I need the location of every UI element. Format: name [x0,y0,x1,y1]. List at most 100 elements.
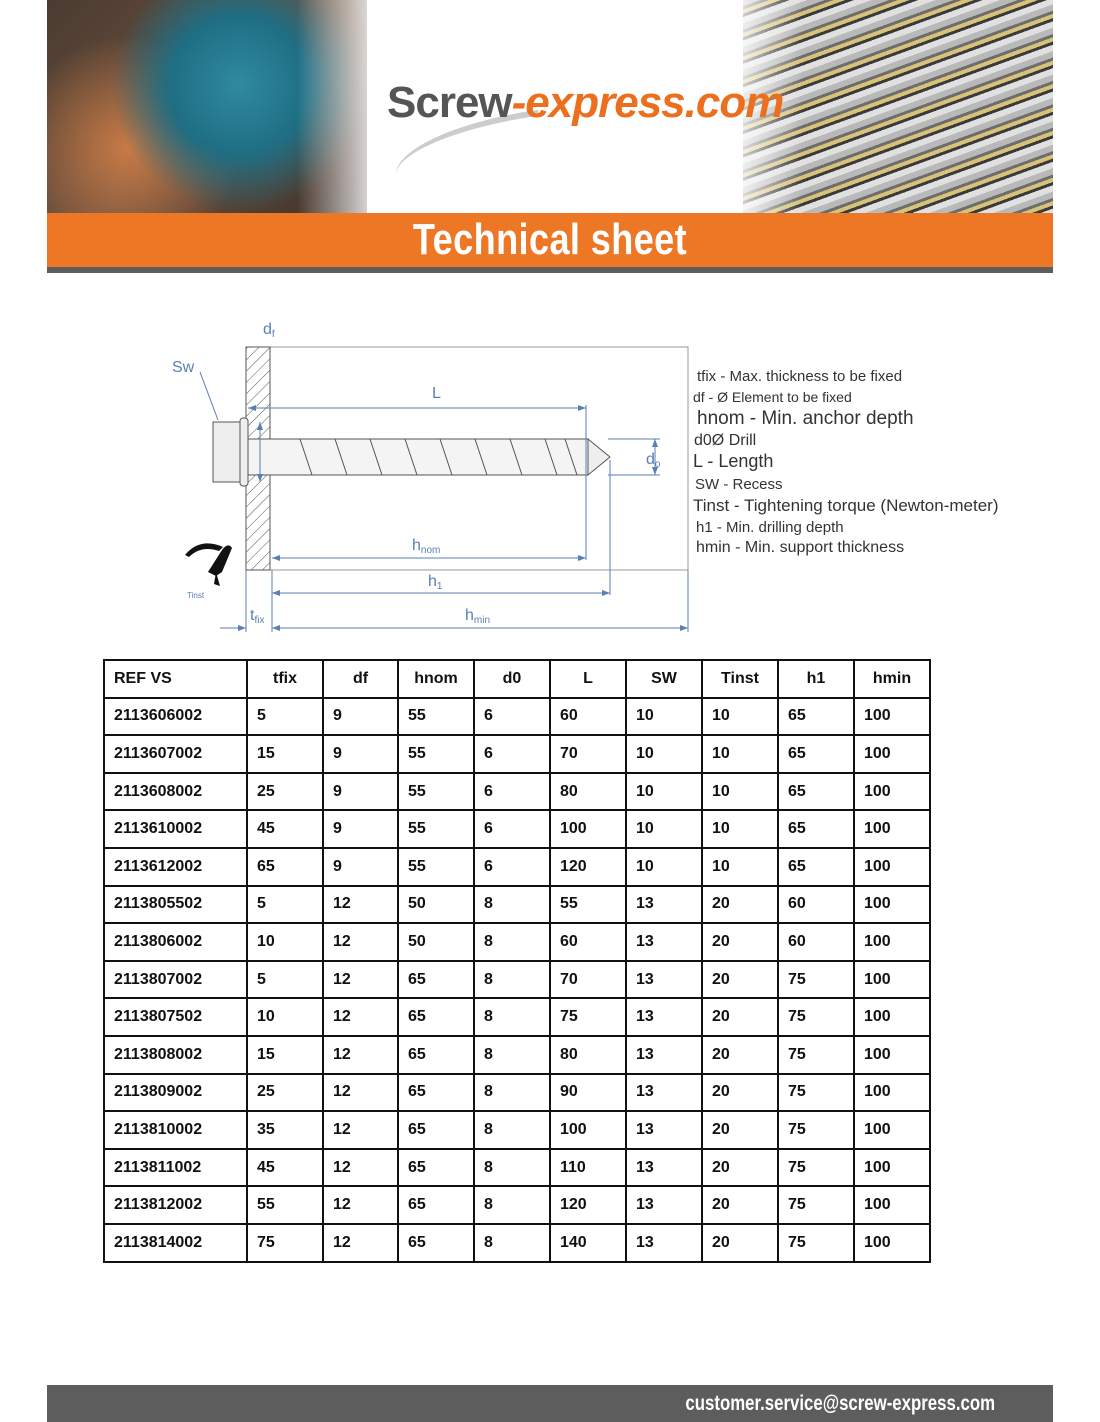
table-cell: 10 [625,734,703,774]
table-row: 2113608002 25 9 55 6 80 10 10 65 100 [103,771,931,812]
table-cell: 13 [625,884,703,925]
table-cell: 12 [322,1185,399,1225]
table-cell: 12 [322,959,399,1000]
table-cell: 2113807502 [103,997,248,1037]
table-cell: 10 [246,922,324,962]
table-row: 2113809002 25 12 65 8 90 13 20 75 100 [103,1072,931,1113]
table-row: 2113808002 15 12 65 8 80 13 20 75 100 [103,1034,931,1075]
table-cell: 75 [777,1034,855,1075]
table-cell: 75 [549,997,627,1037]
table-cell: 2113808002 [103,1034,248,1075]
table-cell: 50 [397,922,475,962]
table-cell: 100 [853,771,931,812]
table-row: 2113807002 5 12 65 8 70 13 20 75 100 [103,959,931,1000]
logo[interactable]: Screw-express.com [387,78,784,127]
table-cell: 5 [246,959,324,1000]
table-cell: 65 [397,959,475,1000]
table-cell: 70 [549,734,627,774]
table-cell: 55 [397,771,475,812]
table-cell: 75 [246,1222,324,1263]
table-cell: 8 [473,1185,551,1225]
table-cell: 75 [777,1147,855,1188]
header-banner: Screw-express.com [47,0,1053,213]
table-cell: 13 [625,1034,703,1075]
table-cell: 20 [701,884,779,925]
column-header: h1 [777,659,855,699]
column-header: tfix [246,659,324,699]
label-df: df [263,321,275,340]
table-cell: 9 [322,696,399,737]
table-cell: 90 [549,1072,627,1113]
table-cell: 2113814002 [103,1222,248,1263]
table-row: 2113607002 15 9 55 6 70 10 10 65 100 [103,734,931,774]
table-cell: 65 [397,1147,475,1188]
table-cell: 8 [473,959,551,1000]
torque-wrench-icon [185,543,232,586]
label-tfix: tfix [250,607,264,626]
table-cell: 55 [246,1185,324,1225]
table-row: 2113612002 65 9 55 6 120 10 10 65 100 [103,846,931,887]
table-header-row: REF VS tfix df hnom d0 L SW Tinst h1 hmin [103,659,931,699]
table-cell: 6 [473,696,551,737]
column-header: df [322,659,399,699]
table-cell: 110 [549,1147,627,1188]
legend-item: hmin - Min. support thickness [696,539,905,556]
table-cell: 25 [246,771,324,812]
table-cell: 2113811002 [103,1147,248,1188]
table-cell: 120 [549,1185,627,1225]
page-title: Technical sheet [412,215,688,264]
table-row: 2113811002 45 12 65 8 110 13 20 75 100 [103,1147,931,1188]
legend-item: L - Length [693,451,774,471]
label-hmin: hmin [465,607,490,626]
table-row: 2113606002 5 9 55 6 60 10 10 65 100 [103,696,931,737]
table-cell: 6 [473,734,551,774]
table-cell: 65 [246,846,324,887]
table-cell: 100 [853,1072,931,1113]
legend-item: df - Ø Element to be fixed [693,389,852,405]
table-cell: 65 [397,1222,475,1263]
table-cell: 20 [701,1072,779,1113]
table-cell: 8 [473,997,551,1037]
footer-email[interactable]: customer.service@screw-express.com [685,1392,995,1415]
table-cell: 9 [322,809,399,849]
table-cell: 65 [777,771,855,812]
table-cell: 55 [549,884,627,925]
table-cell: 13 [625,1222,703,1263]
footer: customer.service@screw-express.com [47,1385,1053,1422]
table-cell: 100 [853,696,931,737]
column-header: L [549,659,627,699]
table-row: 2113812002 55 12 65 8 120 13 20 75 100 [103,1185,931,1225]
table-cell: 10 [701,734,779,774]
table-cell: 8 [473,1034,551,1075]
table-cell: 100 [853,1034,931,1075]
table-cell: 10 [701,809,779,849]
screw [212,417,611,487]
table-cell: 12 [322,997,399,1037]
table-cell: 75 [777,1072,855,1113]
table-cell: 75 [777,997,855,1037]
anchor-diagram: df Sw L do hnom h1 hmin tfix Tinst [172,321,689,632]
table-cell: 60 [777,884,855,925]
table-cell: 12 [322,1222,399,1263]
table-cell: 100 [853,846,931,887]
table-cell: 75 [777,1110,855,1150]
table-row: 2113806002 10 12 50 8 60 13 20 60 100 [103,922,931,962]
divider [47,267,1053,273]
table-cell: 60 [549,922,627,962]
legend-item: h1 - Min. drilling depth [696,519,844,536]
column-header: hnom [397,659,475,699]
table-cell: 8 [473,884,551,925]
table-cell: 65 [397,1110,475,1150]
table-cell: 6 [473,771,551,812]
table-cell: 13 [625,1110,703,1150]
table-cell: 20 [701,1147,779,1188]
table-cell: 2113812002 [103,1185,248,1225]
table-cell: 20 [701,922,779,962]
table-cell: 10 [701,846,779,887]
table-cell: 100 [853,1147,931,1188]
table-cell: 60 [777,922,855,962]
table-cell: 45 [246,809,324,849]
table-cell: 13 [625,959,703,1000]
table-cell: 2113606002 [103,696,248,737]
legend-item: Tinst - Tightening torque (Newton-meter) [693,496,999,515]
